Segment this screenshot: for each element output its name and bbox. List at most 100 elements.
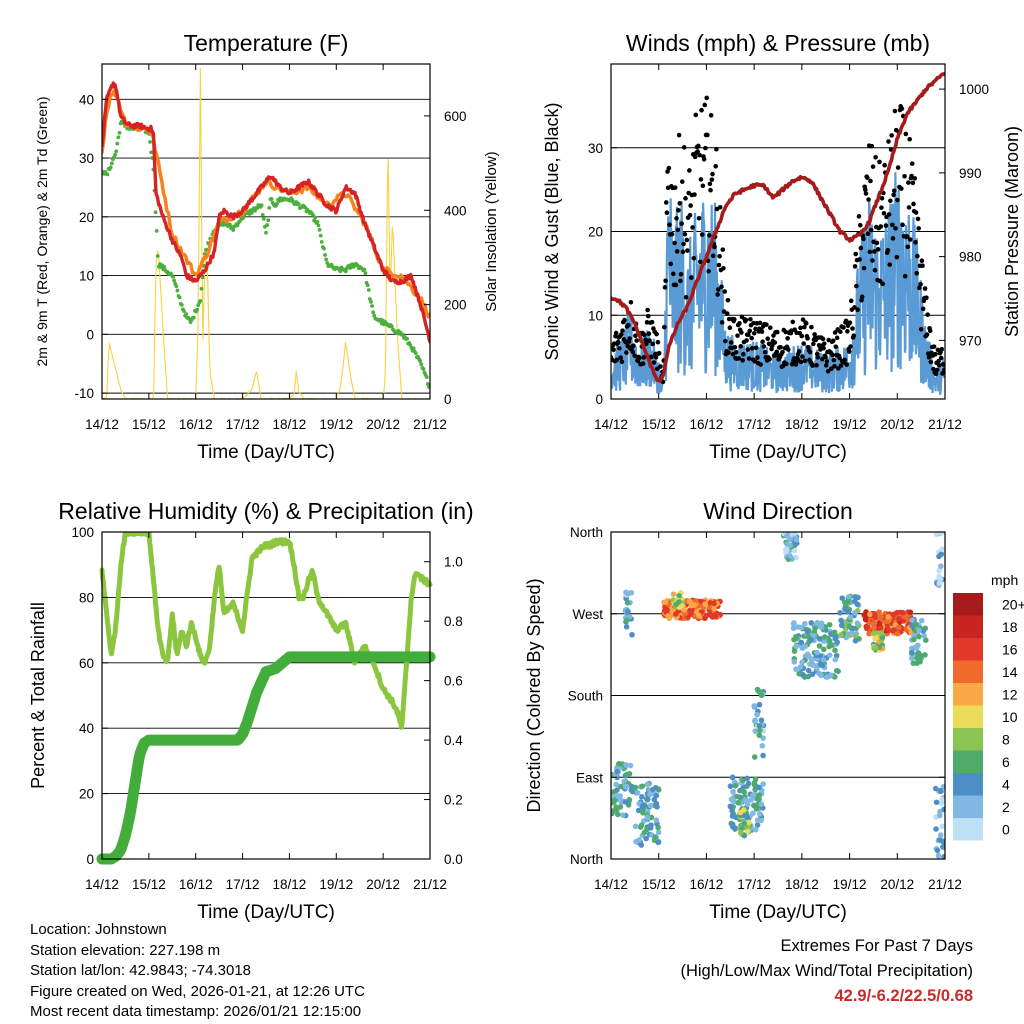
gust-point	[764, 322, 769, 327]
extremes-title: Extremes For Past 7 Days	[780, 937, 973, 955]
direction-point	[863, 625, 870, 631]
dewpoint-point	[322, 246, 326, 251]
direction-point	[650, 786, 656, 793]
dewpoint-point	[175, 288, 180, 293]
direction-point	[914, 660, 920, 667]
gust-point	[636, 355, 642, 361]
dewpoint-point	[264, 230, 268, 235]
gust-point	[914, 270, 920, 276]
direction-point	[645, 781, 651, 788]
direction-point	[647, 791, 653, 798]
direction-point	[808, 656, 814, 662]
dewpoint-point	[370, 304, 374, 308]
gust-point	[866, 197, 871, 202]
direction-point	[804, 628, 811, 635]
gust-point	[863, 187, 868, 193]
direction-point	[730, 788, 736, 795]
direction-point	[757, 727, 763, 734]
gust-point	[855, 307, 860, 313]
dewpoint-point	[114, 149, 119, 154]
direction-point	[732, 782, 739, 789]
direction-point	[647, 802, 654, 809]
dewpoint-point	[424, 375, 429, 380]
chart-title: Winds (mph) & Pressure (mb)	[626, 30, 930, 56]
direction-point	[623, 762, 629, 768]
gust-point	[774, 349, 780, 355]
dewpoint-point	[317, 227, 322, 232]
gust-point	[690, 225, 695, 230]
gust-point	[931, 344, 937, 349]
gust-point	[837, 355, 842, 361]
gust-point	[769, 343, 775, 348]
gust-point	[743, 317, 749, 323]
gust-point	[938, 355, 944, 361]
gust-point	[832, 330, 838, 335]
direction-point	[798, 639, 805, 646]
direction-point	[750, 792, 756, 799]
gust-point	[767, 325, 773, 331]
y2-tick-label: 0.6	[444, 674, 463, 689]
gust-point	[724, 311, 730, 316]
gust-point	[785, 336, 790, 341]
y-tick-label: 0	[86, 327, 94, 342]
direction-point	[753, 806, 760, 812]
gust-point	[688, 275, 694, 280]
gust-point	[631, 343, 636, 349]
dewpoint-point	[418, 359, 423, 363]
direction-point	[662, 599, 669, 605]
gust-point	[685, 248, 690, 253]
gust-point	[677, 201, 683, 206]
gust-point	[748, 316, 753, 322]
chart-title: Temperature (F)	[184, 30, 349, 56]
direction-point	[845, 593, 852, 600]
gust-point	[903, 131, 909, 137]
chart-temp: Temperature (F) Time (Day/UTC) 14/12 15/12 1…	[34, 30, 500, 463]
gust-point	[708, 113, 714, 118]
x-tick-label: 17/12	[737, 877, 771, 892]
x-tick-label: 20/12	[880, 417, 914, 432]
direction-point	[799, 659, 805, 666]
gust-point	[854, 283, 859, 289]
dewpoint-point	[325, 261, 330, 265]
gust-point	[619, 359, 625, 365]
gust-point	[726, 316, 732, 322]
gust-point	[878, 224, 884, 229]
gust-point	[620, 328, 625, 333]
direction-point	[936, 812, 943, 819]
direction-point	[791, 547, 798, 554]
gust-point	[846, 349, 852, 354]
gust-point	[739, 330, 744, 335]
gust-point	[698, 177, 704, 182]
gust-point	[634, 338, 639, 343]
extremes-info: Extremes For Past 7 Days (High/Low/Max W…	[680, 934, 973, 1009]
legend-label: 4	[1002, 776, 1010, 792]
direction-point	[800, 672, 807, 679]
legend-swatch	[953, 795, 983, 818]
gust-point	[909, 161, 915, 166]
gust-point	[681, 145, 687, 150]
y2-tick-label: 600	[444, 109, 467, 124]
gust-point	[611, 347, 616, 353]
gust-point	[885, 247, 891, 253]
legend-label: 14	[1002, 664, 1018, 680]
direction-point	[655, 824, 661, 831]
dewpoint-point	[261, 216, 266, 221]
x-tick-label: 20/12	[366, 417, 400, 432]
gust-point	[820, 336, 826, 342]
gust-point	[895, 197, 900, 203]
dewpoint-point	[313, 215, 318, 220]
y-axis-label: 2m & 9m T (Red, Orange) & 2m Td (Green)	[34, 97, 50, 367]
gust-point	[641, 355, 647, 360]
y-tick-label: 30	[79, 151, 94, 166]
gust-point	[927, 328, 933, 334]
direction-point	[745, 780, 752, 787]
direction-point	[617, 783, 624, 790]
direction-point	[791, 659, 798, 665]
direction-point	[806, 661, 813, 667]
direction-point	[937, 787, 944, 794]
gust-point	[870, 164, 876, 169]
direction-point	[941, 854, 945, 859]
x-tick-label: 21/12	[413, 417, 447, 432]
gust-point	[875, 247, 881, 252]
gust-point	[761, 344, 767, 349]
